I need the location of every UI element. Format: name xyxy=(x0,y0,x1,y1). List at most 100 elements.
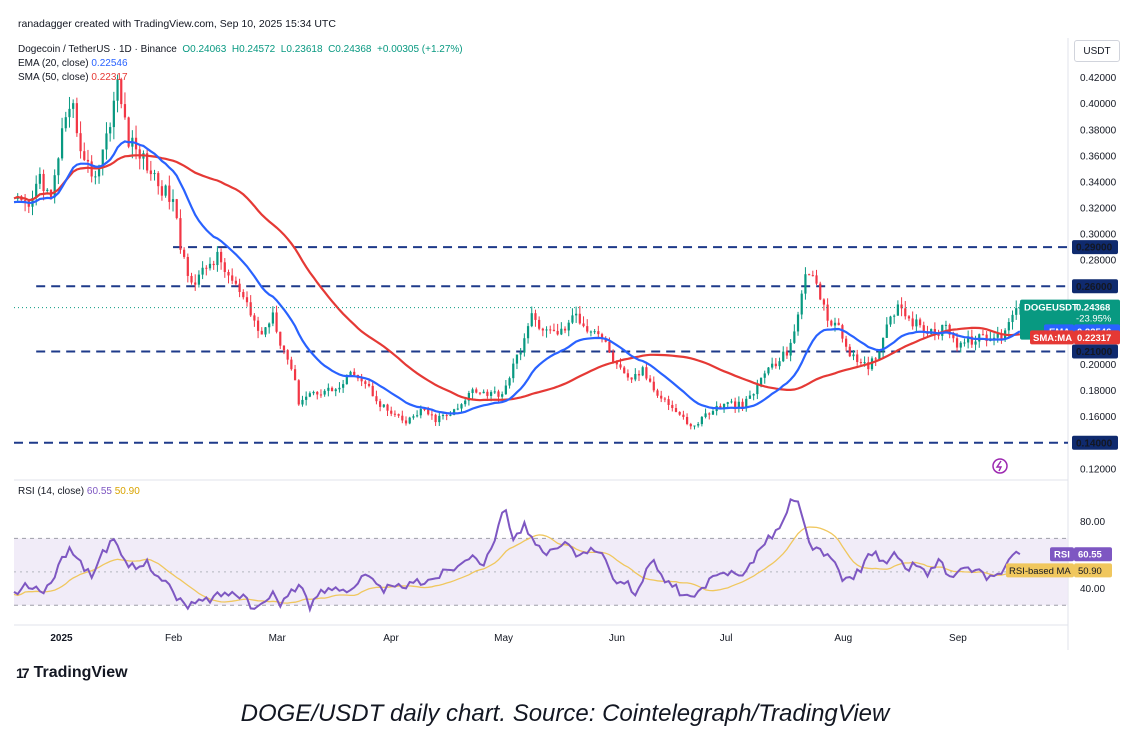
candle-body xyxy=(364,381,367,384)
candle-body xyxy=(952,334,955,339)
symbol-legend: Dogecoin / TetherUS · 1D · Binance O0.24… xyxy=(18,44,463,55)
rsi-tick-label: 80.00 xyxy=(1080,517,1105,528)
rsi-tag-label-box xyxy=(1050,547,1074,562)
candle-body xyxy=(682,414,685,417)
candle-body xyxy=(830,320,833,326)
candle-body xyxy=(79,133,82,152)
candle-body xyxy=(648,378,652,382)
candle-body xyxy=(538,319,541,329)
candle-body xyxy=(571,315,574,323)
candle-body xyxy=(774,363,777,367)
rsi-legend-label: RSI (14, close) xyxy=(18,486,85,497)
candle-body xyxy=(109,127,112,134)
level-tag xyxy=(1072,240,1118,255)
candle-body xyxy=(519,352,522,355)
candle-body xyxy=(515,354,519,364)
candle-body xyxy=(238,283,241,293)
candle-body xyxy=(486,391,489,396)
candle-body xyxy=(75,103,78,134)
candle-body xyxy=(408,417,411,424)
candle-body xyxy=(645,367,648,379)
candle-body xyxy=(837,322,840,326)
level-tag xyxy=(1072,279,1118,294)
candle-body xyxy=(808,274,811,276)
candle-body xyxy=(741,401,744,408)
ema-legend: EMA (20, close) 0.22546 xyxy=(18,58,128,69)
candle-body xyxy=(42,173,45,192)
time-tick-label: Apr xyxy=(383,633,399,644)
candle-body xyxy=(434,414,437,423)
candle-body xyxy=(730,401,733,403)
candle-body xyxy=(992,337,996,339)
candle-body xyxy=(245,297,249,303)
time-tick-label: May xyxy=(494,633,513,644)
candle-body xyxy=(345,376,348,385)
candle-body xyxy=(264,327,267,335)
price-tick-label: 0.36000 xyxy=(1080,151,1117,162)
price-tick-label: 0.40000 xyxy=(1080,99,1117,110)
candle-body xyxy=(478,392,482,394)
rsi-tag-label: RSI xyxy=(1054,550,1070,561)
candle-body xyxy=(637,374,641,376)
candle-body xyxy=(179,218,182,250)
candle-body xyxy=(844,338,848,347)
candle-body xyxy=(582,323,585,327)
candle-body xyxy=(804,274,807,294)
sma-tag-value-box xyxy=(1074,330,1120,345)
candle-body xyxy=(482,391,485,394)
candle-body xyxy=(556,330,559,335)
candle-body xyxy=(249,302,252,316)
candle-body xyxy=(822,299,826,305)
candle-body xyxy=(504,385,507,395)
candle-body xyxy=(360,378,363,382)
candle-body xyxy=(415,415,419,417)
candle-body xyxy=(35,183,38,199)
candle-body xyxy=(512,363,515,379)
candle-body xyxy=(867,362,870,370)
candle-body xyxy=(674,408,678,412)
candle-body xyxy=(545,329,548,331)
candle-body xyxy=(23,200,27,202)
price-tick-label: 0.42000 xyxy=(1080,73,1117,84)
candle-body xyxy=(293,369,297,381)
candle-body xyxy=(981,334,985,336)
candle-body xyxy=(475,389,478,393)
candle-body xyxy=(893,315,896,317)
candle-body xyxy=(967,336,970,343)
candle-body xyxy=(127,117,130,147)
candle-body xyxy=(704,413,707,417)
candle-body xyxy=(375,396,378,402)
rsi-ma-tag-label-box xyxy=(1006,563,1074,578)
candle-body xyxy=(634,374,637,380)
time-tick-label: 2025 xyxy=(50,633,73,644)
candle-body xyxy=(778,361,781,367)
candle-body xyxy=(342,384,345,388)
candle-body xyxy=(38,173,41,184)
candle-body xyxy=(523,338,526,353)
candle-body xyxy=(338,387,341,390)
candle-body xyxy=(227,272,230,276)
candle-body xyxy=(101,149,104,166)
chart-canvas[interactable]: 0.42000 0.40000 0.38000 0.36000 0.34000 0.320… xyxy=(0,0,1130,700)
candle-body xyxy=(800,293,803,315)
tradingview-logo-icon: 17 xyxy=(16,665,30,681)
ohlc-close: C0.24368 xyxy=(328,44,372,55)
candle-body xyxy=(782,351,785,362)
candle-body xyxy=(763,373,766,378)
price-tick-label: 0.20000 xyxy=(1080,360,1117,371)
candle-body xyxy=(438,415,441,423)
candle-body xyxy=(907,316,911,319)
candle-body xyxy=(305,396,308,400)
price-tag-change: -23.95% xyxy=(1076,314,1112,325)
candle-body xyxy=(223,262,226,273)
sma-legend: SMA (50, close) 0.22317 xyxy=(18,72,128,83)
rsi-ma-tag-label: RSI-based MA xyxy=(1009,566,1071,577)
currency-unit-button[interactable]: USDT xyxy=(1074,40,1120,62)
candle-body xyxy=(231,275,234,281)
candle-body xyxy=(575,313,578,316)
candle-body xyxy=(660,395,663,399)
level-tag-label: 0.21000 xyxy=(1076,347,1113,358)
candle-body xyxy=(685,416,689,424)
candle-body xyxy=(157,173,160,187)
candle-body xyxy=(430,414,434,416)
